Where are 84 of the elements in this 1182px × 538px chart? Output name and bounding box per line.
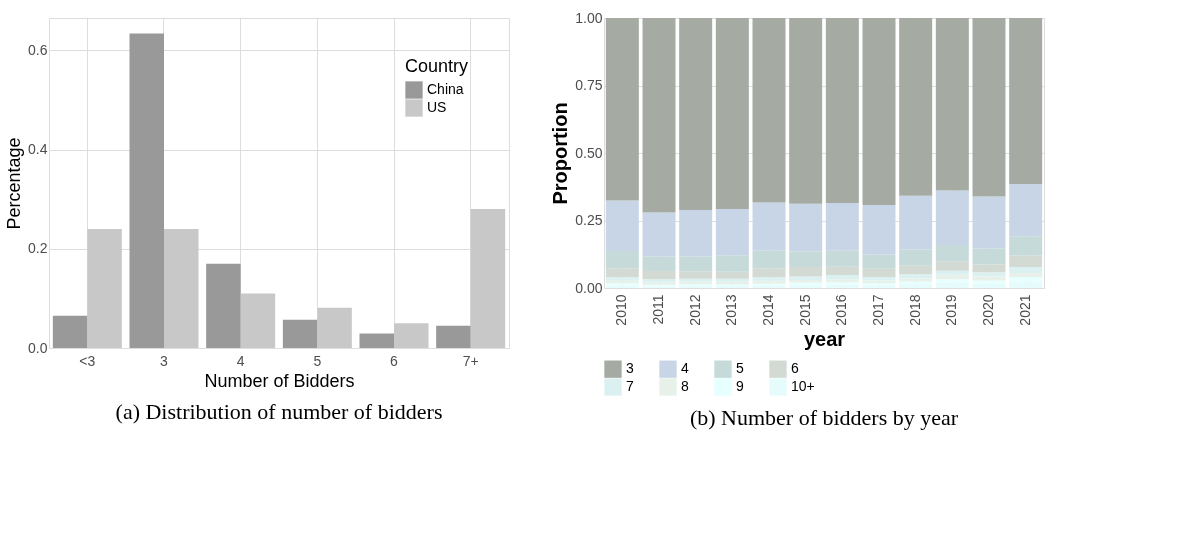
bar — [825, 18, 859, 203]
bar — [129, 33, 164, 348]
bar — [52, 315, 88, 348]
bar — [972, 283, 1006, 288]
bar — [317, 307, 352, 348]
y-tick-label: 0.25 — [575, 212, 603, 228]
y-axis-title: Percentage — [4, 137, 25, 230]
bar — [752, 18, 786, 203]
bar — [972, 18, 1006, 197]
y-axis-title: Proportion — [549, 102, 572, 205]
bar — [935, 270, 969, 275]
bar — [935, 261, 969, 271]
x-tick-label: 2018 — [906, 294, 923, 326]
bar — [862, 18, 896, 206]
x-tick-label: 2021 — [1016, 294, 1033, 326]
x-tick-label: 2016 — [833, 294, 850, 326]
bar — [1009, 281, 1043, 288]
bar — [282, 319, 318, 348]
bar — [394, 323, 429, 348]
bar — [240, 293, 276, 348]
y-tick-label: 1.00 — [575, 9, 603, 26]
bar — [1009, 18, 1043, 185]
bar — [935, 18, 969, 191]
bar — [825, 266, 859, 276]
y-tick-label: 0.50 — [575, 144, 603, 161]
bar — [679, 18, 713, 210]
bar — [789, 18, 823, 204]
x-tick-label: 2015 — [796, 294, 813, 326]
bar — [87, 228, 122, 348]
x-tick-label: 4 — [236, 352, 245, 369]
bar — [899, 18, 933, 196]
text: (a) Distribution of number of bidders — [115, 399, 443, 424]
x-tick-label: 2014 — [760, 294, 776, 326]
y-tick-label: 0.00 — [575, 279, 603, 296]
bar — [899, 274, 933, 279]
bar — [436, 325, 471, 348]
legend-label: 9 — [736, 378, 744, 394]
bar — [825, 275, 859, 280]
bar — [715, 18, 749, 209]
legend-label: 10+ — [791, 378, 815, 394]
bar — [642, 18, 676, 213]
legend-label: 8 — [681, 378, 689, 394]
bar — [789, 266, 823, 277]
bar — [715, 271, 749, 279]
x-axis-title: year — [803, 327, 846, 350]
x-tick-label: 2020 — [980, 294, 996, 326]
x-tick-label: 3 — [160, 352, 169, 369]
bar — [642, 270, 676, 280]
y-tick-label: 0.75 — [575, 77, 603, 93]
x-tick-label: 2012 — [686, 294, 703, 326]
x-tick-label: 5 — [313, 352, 322, 369]
bar — [1009, 255, 1043, 267]
x-tick-label: 2011 — [650, 294, 666, 325]
bar — [605, 18, 639, 201]
legend-title: Country — [405, 56, 469, 76]
y-tick-label: 0.4 — [28, 141, 48, 157]
bar — [862, 268, 896, 277]
legend-label: China — [427, 81, 464, 97]
x-tick-label: 6 — [390, 352, 399, 369]
x-tick-label: 2010 — [613, 294, 630, 326]
bar — [935, 282, 969, 288]
legend-label: 7 — [626, 378, 634, 394]
y-tick-label: 0.6 — [28, 41, 48, 58]
x-tick-label: 2013 — [723, 294, 740, 326]
bar — [206, 263, 241, 348]
bar — [1009, 266, 1043, 273]
text: (b) Number of bidders by year — [689, 405, 959, 430]
y-tick-label: 0.2 — [28, 240, 48, 257]
bar — [470, 209, 506, 348]
legend-label: US — [427, 99, 447, 115]
bar — [164, 228, 199, 348]
bar — [359, 333, 394, 348]
bar — [899, 265, 933, 275]
x-tick-label: 7+ — [462, 352, 479, 369]
bar — [972, 276, 1006, 281]
x-tick-label: 2017 — [870, 294, 886, 326]
bar — [679, 271, 713, 279]
bar — [972, 264, 1006, 273]
x-tick-label: 2019 — [943, 294, 960, 326]
x-axis-title: Number of Bidders — [204, 370, 355, 391]
bar — [972, 272, 1006, 277]
bar — [752, 268, 786, 278]
y-tick-label: 0.0 — [28, 339, 48, 356]
x-tick-label: <3 — [79, 352, 96, 369]
